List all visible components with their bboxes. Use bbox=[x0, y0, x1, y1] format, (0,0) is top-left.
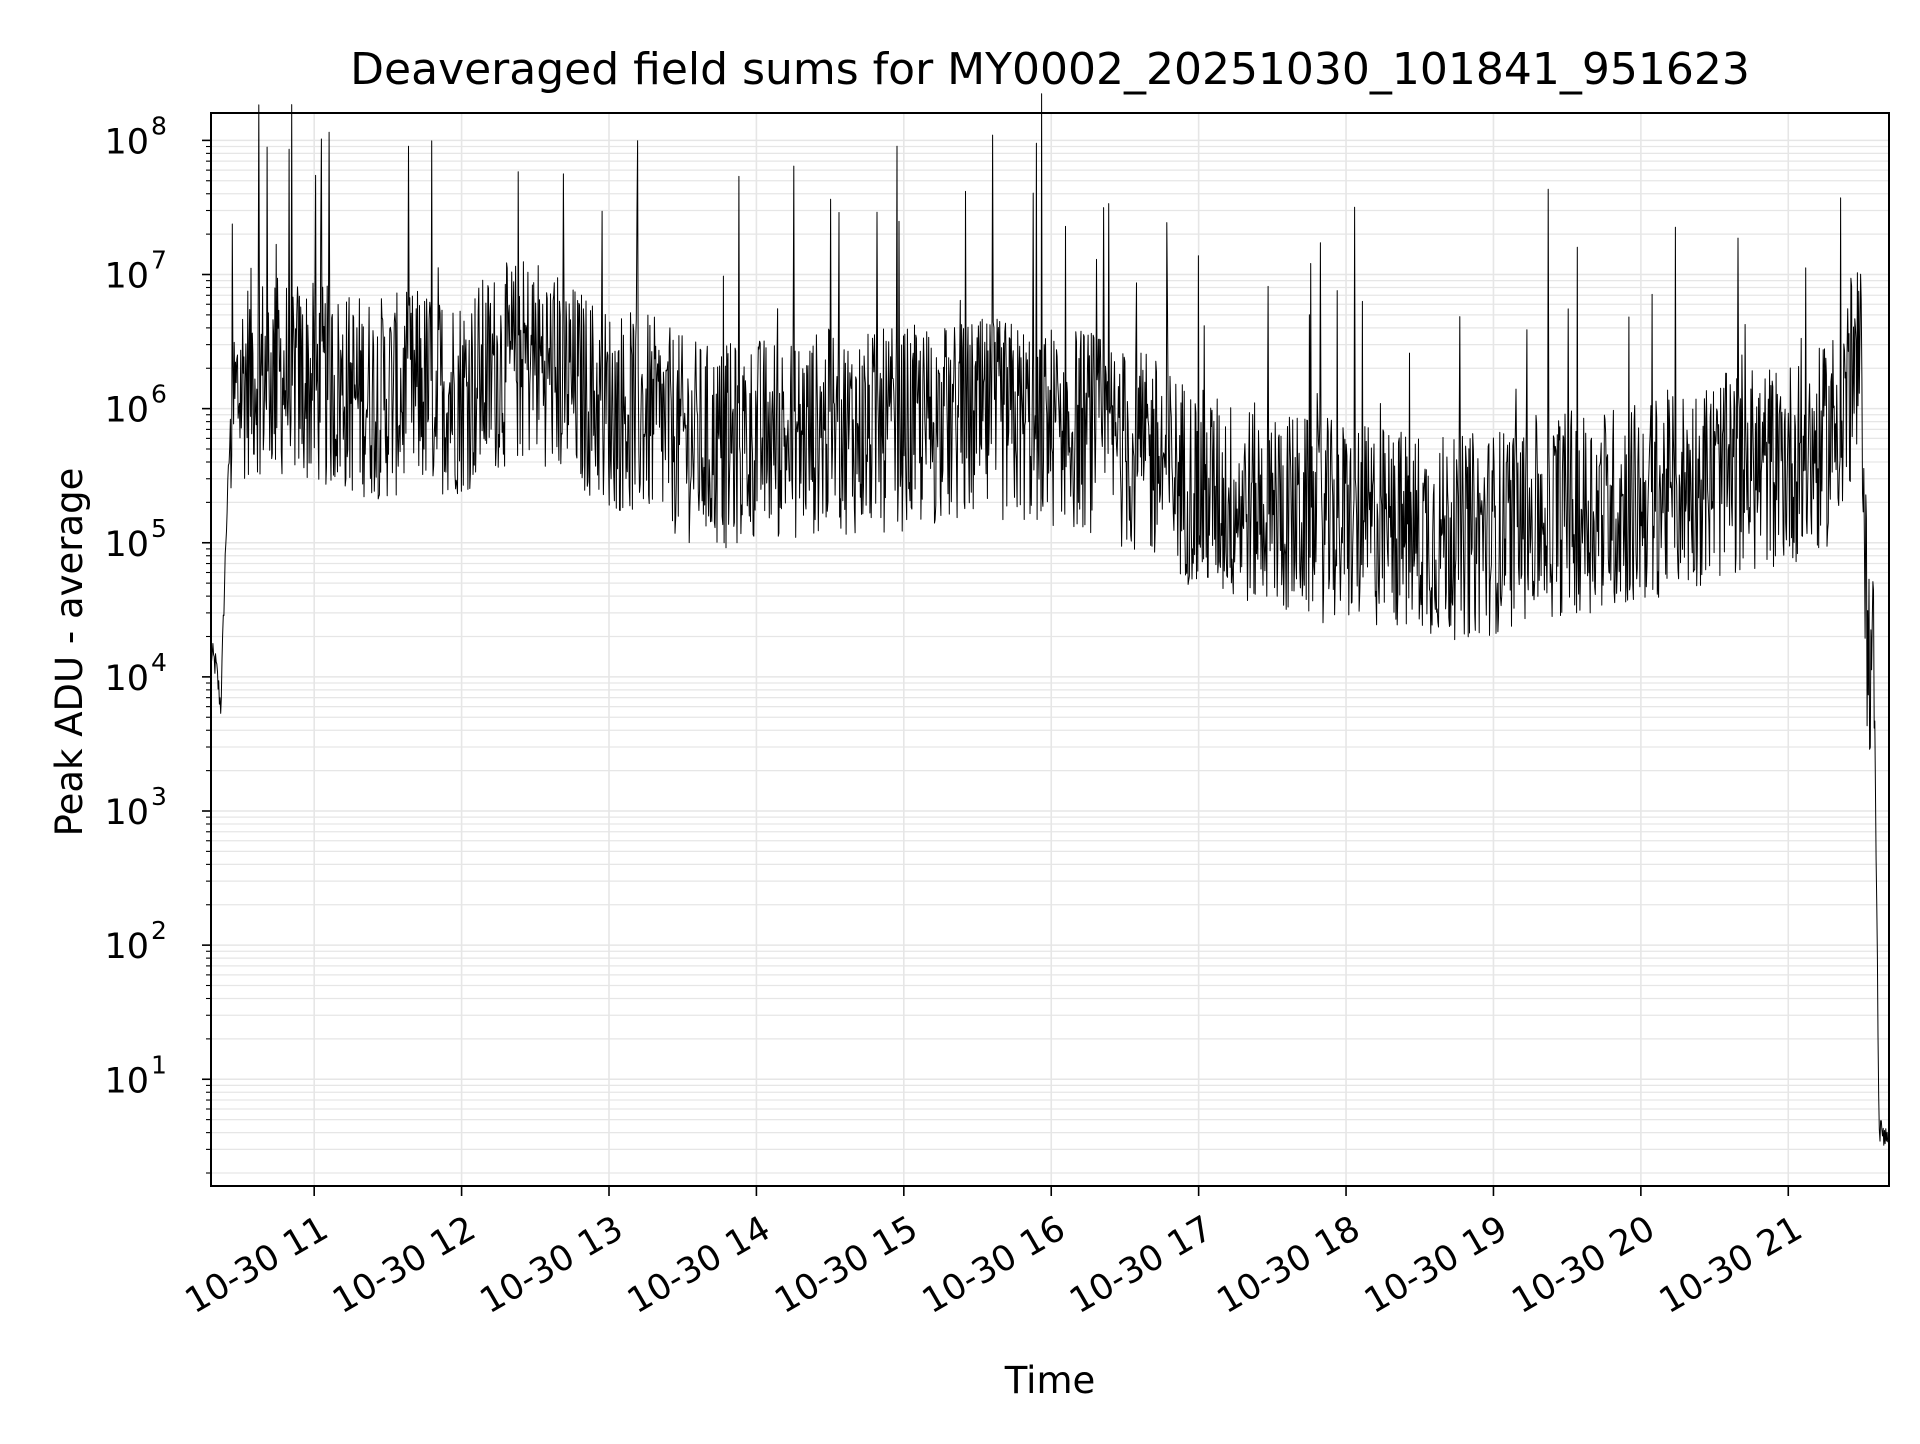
chart-title: Deaveraged field sums for MY0002_2025103… bbox=[350, 44, 1750, 95]
y-tick-label-base: 10 bbox=[104, 1061, 149, 1101]
y-tick-label-base: 10 bbox=[104, 122, 149, 162]
x-tick-label: 10-30 13 bbox=[474, 1209, 630, 1322]
x-tick-label: 10-30 12 bbox=[326, 1209, 482, 1322]
y-tick-label: 10 7 bbox=[104, 246, 166, 297]
x-tick-label: 10-30 14 bbox=[621, 1209, 777, 1322]
y-tick-label: 10 2 bbox=[104, 916, 166, 967]
x-tick-label: 10-30 19 bbox=[1358, 1209, 1514, 1322]
y-tick-label-exponent: 2 bbox=[151, 916, 167, 945]
y-tick-label-exponent: 6 bbox=[151, 380, 167, 409]
y-tick-label: 10 1 bbox=[104, 1050, 166, 1101]
x-axis-label: Time bbox=[1004, 1359, 1096, 1402]
x-tick-label: 10-30 21 bbox=[1653, 1209, 1809, 1322]
y-tick-label: 10 3 bbox=[104, 782, 166, 833]
series-line bbox=[210, 93, 1890, 1146]
y-tick-label-base: 10 bbox=[104, 391, 149, 431]
y-tick-label: 10 8 bbox=[104, 111, 166, 162]
y-axis-label: Peak ADU - average bbox=[48, 468, 91, 837]
plot-frame bbox=[210, 112, 1890, 1187]
y-tick-label-base: 10 bbox=[104, 793, 149, 833]
y-tick-label-exponent: 5 bbox=[151, 514, 167, 543]
y-tick-label-exponent: 8 bbox=[151, 111, 167, 140]
y-tick-label-base: 10 bbox=[104, 525, 149, 565]
grid-layer bbox=[211, 113, 1889, 1186]
y-tick-label: 10 4 bbox=[104, 648, 166, 699]
y-tick-label-exponent: 1 bbox=[151, 1050, 167, 1079]
y-tick-label-exponent: 4 bbox=[151, 648, 167, 677]
x-tick-label: 10-30 18 bbox=[1211, 1209, 1367, 1322]
y-tick-label-base: 10 bbox=[104, 927, 149, 967]
x-tick-label: 10-30 11 bbox=[179, 1209, 335, 1322]
y-tick-label-exponent: 7 bbox=[151, 246, 167, 275]
x-tick-label: 10-30 20 bbox=[1505, 1209, 1661, 1322]
y-tick-label: 10 6 bbox=[104, 380, 166, 431]
plot-layer bbox=[210, 93, 1890, 1146]
x-tick-label: 10-30 15 bbox=[768, 1209, 924, 1322]
y-tick-label-base: 10 bbox=[104, 659, 149, 699]
y-tick-label-base: 10 bbox=[104, 257, 149, 297]
y-tick-label-exponent: 3 bbox=[151, 782, 167, 811]
x-tick-label: 10-30 16 bbox=[916, 1209, 1072, 1322]
y-tick-label: 10 5 bbox=[104, 514, 166, 565]
x-tick-label: 10-30 17 bbox=[1063, 1209, 1219, 1322]
